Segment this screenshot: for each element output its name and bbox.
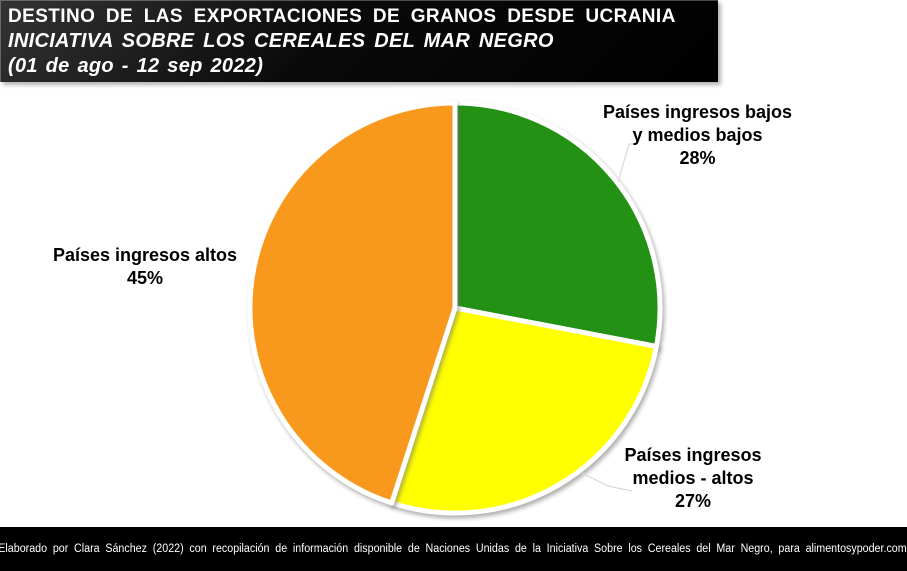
pie-svg: [247, 100, 663, 516]
label-line: medios - altos: [632, 468, 754, 488]
label-ingresos-bajos-medios-bajos: Países ingresos bajos y medios bajos 28%: [585, 101, 810, 170]
pie-slice-ingresos-bajos-y-medios-bajos: [452, 100, 663, 349]
title-block: DESTINO DE LAS EXPORTACIONES DE GRANOS D…: [0, 0, 718, 82]
credit-bar: Elaborado por Clara Sánchez (2022) con r…: [0, 527, 907, 571]
pie-chart: [233, 90, 679, 536]
label-line: Países ingresos altos: [52, 245, 238, 265]
chart-period: (01 de ago - 12 sep 2022): [8, 55, 264, 77]
chart-title: DESTINO DE LAS EXPORTACIONES DE GRANOS D…: [8, 6, 676, 27]
label-line: y medios bajos: [632, 125, 763, 145]
leader-line-top: [617, 143, 637, 183]
pie-slice-ingresos-altos: [247, 100, 458, 506]
leader-line-bottom: [581, 472, 633, 492]
label-line: Países ingresos: [624, 445, 762, 465]
label-value: 45%: [126, 268, 164, 288]
label-value: 28%: [679, 148, 716, 168]
label-value: 27%: [674, 491, 712, 511]
label-ingresos-medios-altos: Países ingresos medios - altos 27%: [593, 444, 793, 513]
label-ingresos-altos: Países ingresos altos 45%: [35, 244, 255, 290]
credit-text: Elaborado por Clara Sánchez (2022) con r…: [0, 543, 907, 555]
chart-subtitle: INICIATIVA SOBRE LOS CEREALES DEL MAR NE…: [8, 30, 554, 52]
label-line: Países ingresos bajos: [602, 102, 793, 122]
pie-slice-ingresos-medios-altos: [389, 305, 659, 516]
